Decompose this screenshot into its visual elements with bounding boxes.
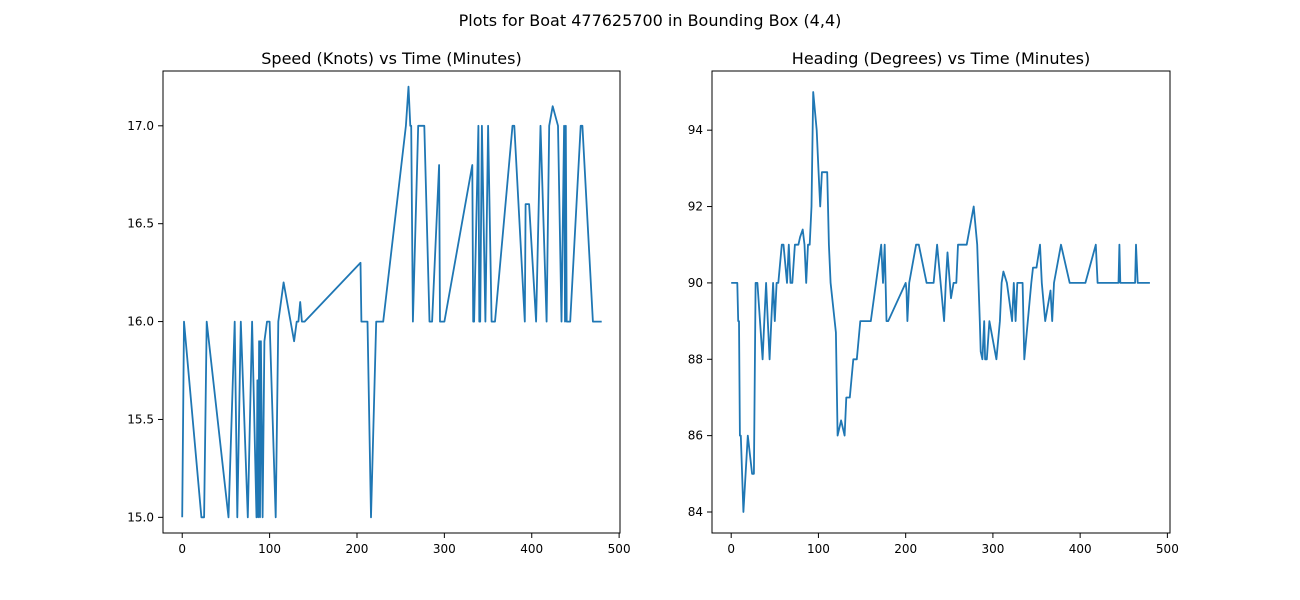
heading-x-tick-label: 100 [807, 542, 830, 556]
heading-y-tick-label: 94 [688, 123, 703, 137]
speed-y-tick-label: 16.0 [127, 315, 154, 329]
speed-y-tick-label: 17.0 [127, 119, 154, 133]
speed-x-tick-label: 0 [178, 542, 186, 556]
heading-series-line [731, 91, 1150, 513]
speed-y-tick-label: 16.5 [127, 217, 154, 231]
speed-axes-frame [162, 70, 621, 534]
speed-x-tick-label: 400 [520, 542, 543, 556]
heading-y-tick-label: 92 [688, 200, 703, 214]
heading-x-tick-label: 500 [1156, 542, 1179, 556]
speed-x-tick-label: 500 [608, 542, 631, 556]
heading-axes-frame [711, 70, 1171, 534]
heading-x-tick-label: 0 [727, 542, 735, 556]
heading-y-tick-label: 88 [688, 352, 703, 366]
heading-y-tick-label: 84 [688, 505, 703, 519]
speed-series-line [181, 85, 602, 519]
heading-x-tick-label: 200 [894, 542, 917, 556]
speed-y-tick-label: 15.5 [127, 412, 154, 426]
heading-chart: Heading (Degrees) vs Time (Minutes) 0 100… [688, 49, 1179, 556]
heading-y-tick-label: 90 [688, 276, 703, 290]
heading-y-tick-label: 86 [688, 429, 703, 443]
heading-chart-title: Heading (Degrees) vs Time (Minutes) [792, 49, 1090, 68]
speed-y-tick-label: 15.0 [127, 510, 154, 524]
heading-x-tick-label: 400 [1069, 542, 1092, 556]
heading-x-tick-label: 300 [981, 542, 1004, 556]
figure-title: Plots for Boat 477625700 in Bounding Box… [459, 11, 842, 30]
speed-x-tick-label: 100 [258, 542, 281, 556]
speed-chart-title: Speed (Knots) vs Time (Minutes) [261, 49, 521, 68]
speed-x-tick-label: 300 [433, 542, 456, 556]
speed-chart: Speed (Knots) vs Time (Minutes) 0 100 200 3… [127, 49, 630, 556]
speed-x-tick-label: 200 [346, 542, 369, 556]
speed-plot-area: 0 100 200 300 400 500 15.0 15.5 16.0 16.5 17.0 [127, 70, 631, 556]
heading-plot-area: 0 100 200 300 400 500 84 86 88 90 92 94 [688, 70, 1179, 556]
